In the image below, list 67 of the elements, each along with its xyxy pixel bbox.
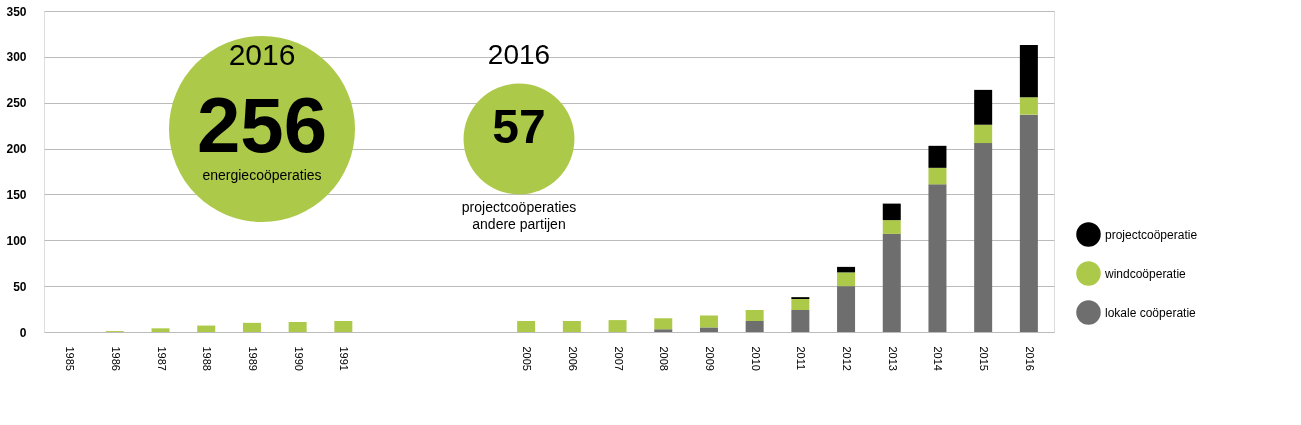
y-tick-label: 200 [6,142,27,157]
x-tick-label: 1991 [338,346,351,371]
legend-label: projectcoöperatie [1105,227,1198,242]
y-tick-label: 350 [6,4,27,19]
annotation: 2016 [228,38,296,71]
bar [1019,97,1038,115]
x-tick-label: 2014 [932,346,945,371]
bar [334,320,353,332]
bar [699,327,718,332]
x-tick-label: 1985 [64,346,77,371]
x-tick-label: 2010 [749,346,762,371]
x-tick-label: 1990 [292,346,305,371]
bar [837,266,856,273]
bar [837,272,856,287]
x-tick-label: 2016 [1023,346,1036,371]
bar [745,320,764,332]
bar [837,286,856,332]
bar [1019,114,1038,332]
bar [1019,44,1038,98]
bar [882,233,901,332]
bar [882,203,901,221]
x-tick-label: 2015 [978,346,991,371]
bar [791,309,810,332]
bar [928,184,947,332]
bar [974,89,993,125]
x-tick-label: 1988 [201,346,214,371]
bar [745,309,764,321]
annotation: 57 [492,100,546,153]
bar [974,124,993,144]
annotation: 2016 [487,39,551,70]
bar [288,321,307,332]
x-tick-label: 2012 [841,346,854,371]
x-tick-label: 2008 [658,346,671,371]
bar [928,145,947,168]
bar [791,298,810,310]
legend-label: windcoöperatie [1104,266,1187,281]
x-tick-label: 2011 [795,346,808,371]
x-tick-label: 2006 [566,346,579,371]
annotation: energiecoöperaties [202,167,322,183]
bar [562,320,581,332]
y-tick-label: 100 [6,233,27,248]
bar [242,322,261,332]
bar [654,329,673,332]
y-tick-label: 300 [6,50,27,65]
y-tick-label: 50 [13,279,27,294]
bar [517,320,536,332]
x-tick-label: 2007 [612,346,625,371]
bar [151,328,170,332]
x-tick-label: 2009 [703,346,716,371]
bar [699,315,718,328]
bar [882,220,901,234]
y-tick-label: 0 [19,325,27,340]
x-tick-label: 1986 [109,346,122,371]
bar [197,325,216,332]
bar [928,167,947,185]
bar [974,143,993,332]
annotation: 256 [196,81,328,169]
legend-label: lokale coöperatie [1105,305,1197,320]
x-tick-label: 2013 [886,346,899,371]
annotation: projectcoöperaties andere partijen [461,199,577,232]
x-tick-label: 2005 [521,346,534,371]
y-tick-label: 250 [6,96,27,111]
x-tick-label: 1989 [246,346,259,371]
bar [608,320,627,332]
bar [654,318,673,330]
y-tick-label: 150 [6,187,27,202]
x-tick-label: 1987 [155,346,168,371]
